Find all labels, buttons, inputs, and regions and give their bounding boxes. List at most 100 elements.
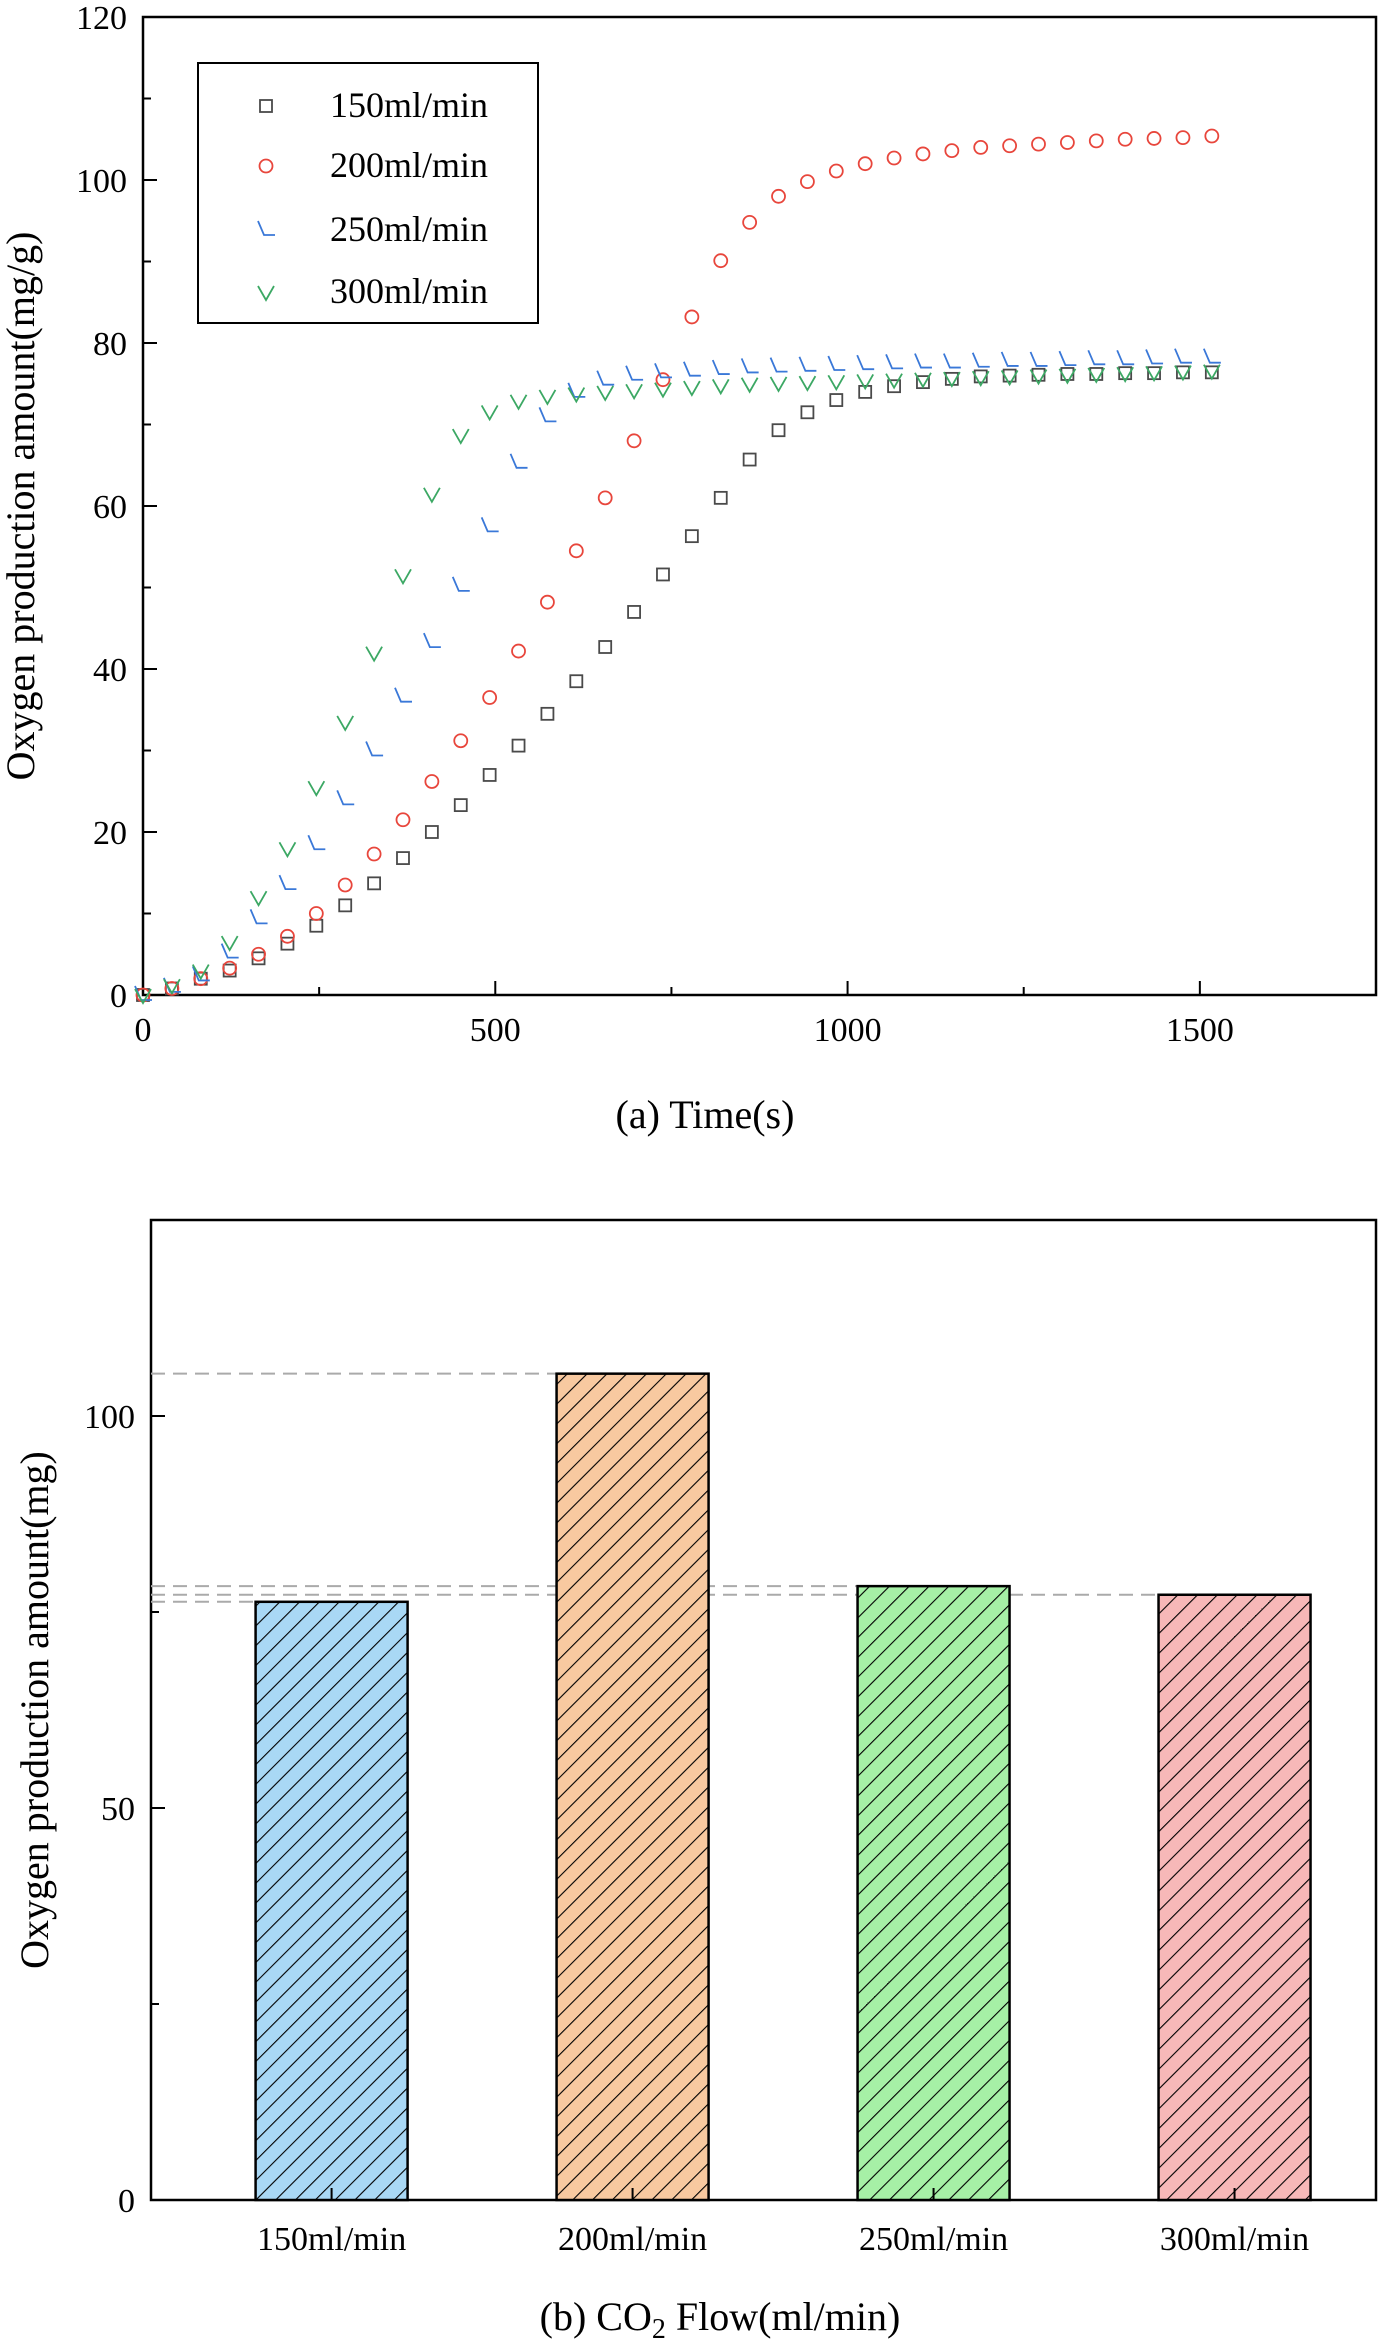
data-point (914, 372, 932, 389)
data-point (654, 382, 672, 399)
legend-marker-symbol (257, 220, 275, 236)
data-point (307, 834, 326, 851)
bar-150mlmin (254, 1600, 409, 2202)
data-point (887, 379, 901, 394)
bar (856, 1584, 1011, 2202)
data-point (1087, 367, 1106, 384)
data-point (482, 690, 498, 705)
data-point (309, 918, 324, 933)
data-point (1203, 348, 1221, 364)
legend-marker-300 (257, 285, 275, 302)
data-point (509, 453, 528, 469)
data-point (511, 643, 526, 659)
data-point (1087, 349, 1106, 366)
data-point (915, 146, 931, 162)
data-point (596, 385, 614, 402)
data-point (827, 374, 846, 392)
data-point (308, 906, 324, 921)
data-point (742, 452, 757, 467)
data-point (769, 357, 788, 373)
data-point (1058, 368, 1077, 385)
data-point (713, 253, 729, 269)
data-point (191, 964, 210, 981)
data-point (336, 715, 354, 732)
data-point (191, 966, 210, 982)
data-point (338, 898, 353, 913)
x-title-prefix: (b) CO (540, 2294, 652, 2339)
panel-a-data-points (134, 128, 1221, 1005)
data-point (971, 370, 990, 388)
data-point (943, 353, 961, 369)
data-point (1116, 349, 1135, 366)
data-point (424, 774, 440, 789)
data-point (1029, 351, 1048, 367)
data-point (394, 687, 412, 703)
data-point (914, 353, 932, 369)
data-point (337, 877, 353, 893)
data-point (249, 909, 268, 925)
y-tick-label: 0 (110, 978, 127, 1015)
y-tick-label: 80 (93, 326, 127, 363)
data-point (1058, 350, 1077, 367)
data-point (683, 380, 701, 397)
data-point (1145, 365, 1163, 383)
data-point (538, 406, 557, 423)
data-point (1174, 365, 1192, 382)
data-point (771, 188, 786, 204)
data-point (336, 790, 355, 806)
panel-b-plot-frame (149, 1218, 1378, 2202)
data-point (829, 393, 844, 407)
data-point (1089, 367, 1104, 381)
data-point (278, 841, 297, 859)
legend-label-300: 300ml/min (330, 271, 488, 311)
x-tick-label: 250ml/min (859, 2221, 1008, 2258)
panel-a-x-axis-title: (a) Time(s) (616, 1092, 795, 1137)
data-point (798, 356, 817, 372)
x-tick-label: 300ml/min (1160, 2221, 1309, 2258)
series-300mlmin (134, 364, 1221, 1005)
data-point (511, 738, 526, 753)
data-point (307, 780, 326, 797)
data-point (278, 874, 297, 891)
data-point (885, 354, 904, 370)
panel-b-x-axis-title: (b) CO2 Flow(ml/min) (540, 2294, 901, 2344)
y-tick-label: 60 (93, 489, 127, 526)
data-point (220, 935, 239, 952)
data-point (1059, 135, 1075, 150)
bar (254, 1600, 409, 2202)
data-point (1174, 348, 1192, 364)
data-point (654, 362, 672, 379)
data-point (480, 517, 499, 533)
data-point (1088, 133, 1104, 149)
legend-box (197, 62, 539, 324)
legend-label-250: 250ml/min (330, 209, 488, 249)
data-point (1175, 130, 1191, 146)
x-tick-label: 1000 (814, 1012, 882, 1049)
data-point (280, 936, 295, 951)
data-point (683, 361, 701, 377)
x-tick-label: 0 (135, 1012, 152, 1049)
data-point (251, 946, 266, 962)
series-250mlmin (134, 348, 1221, 1001)
data-point (798, 375, 817, 392)
legend-entry-300: 300ml/min (257, 271, 488, 311)
data-point (480, 405, 499, 422)
data-point (656, 567, 670, 582)
data-point (740, 377, 759, 394)
data-point (856, 374, 874, 391)
panel-b-y-axis-title: Oxygen production amount(mg) (12, 1451, 57, 1969)
data-point (193, 971, 209, 987)
data-point (827, 355, 846, 371)
legend-label-200: 200ml/min (330, 145, 488, 185)
data-point (800, 174, 815, 190)
data-point (1000, 369, 1019, 387)
bar-300mlmin (1157, 1593, 1312, 2202)
y-tick-label: 100 (76, 163, 127, 200)
y-tick-label: 0 (118, 2183, 135, 2220)
data-point (740, 358, 759, 374)
data-point (596, 370, 615, 386)
data-point (856, 354, 875, 371)
data-point (1145, 349, 1164, 365)
data-point (451, 576, 470, 592)
